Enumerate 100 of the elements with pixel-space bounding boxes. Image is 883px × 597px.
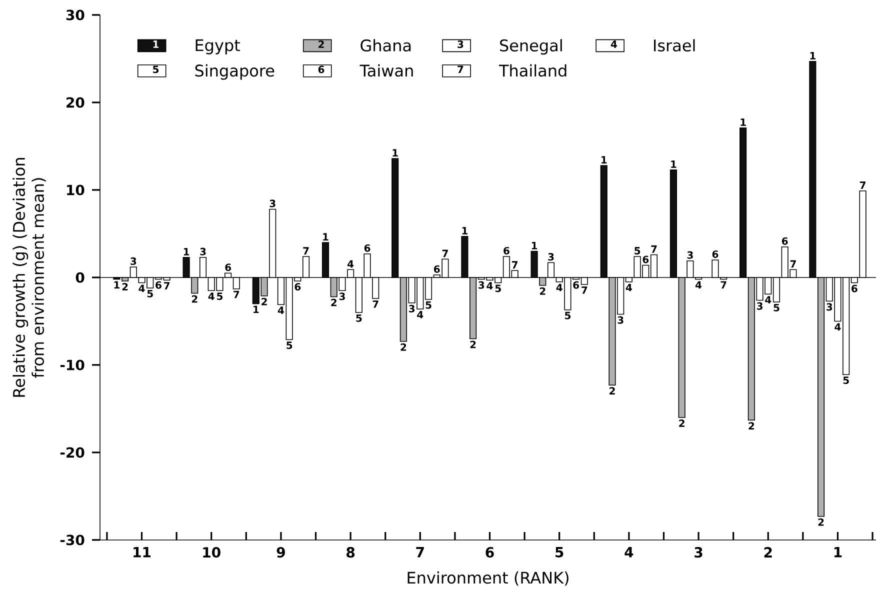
- annotation: 6: [294, 282, 301, 291]
- annotation: 2: [470, 340, 476, 348]
- annotation: 1: [810, 52, 816, 60]
- annotation: 3: [130, 257, 136, 265]
- legend-label: Thailand: [498, 64, 566, 77]
- annotation: 1: [323, 233, 328, 240]
- annotation: 7: [512, 261, 518, 268]
- annotation: 5: [147, 290, 153, 298]
- annotation: 6: [504, 246, 510, 254]
- annotation: 1: [671, 160, 676, 168]
- annotation: 3: [687, 251, 693, 259]
- annotation: 7: [651, 245, 657, 253]
- annotation: 4: [486, 282, 493, 290]
- annotation: 4: [765, 296, 772, 304]
- annotation: 2: [192, 295, 198, 303]
- annotation: 4: [138, 284, 145, 292]
- legend-label: Egypt: [196, 39, 240, 54]
- annotation: 1: [184, 248, 190, 256]
- annotation: 7: [372, 300, 378, 308]
- annotation: 3: [339, 292, 345, 300]
- annotation: 7: [442, 250, 448, 258]
- x-axis-title: Environment (RANK): [408, 571, 568, 586]
- x-tick-label: 5: [556, 547, 564, 558]
- x-tick-label: 1: [834, 547, 842, 558]
- annotation: 3: [826, 303, 832, 311]
- annotation: 5: [217, 292, 223, 300]
- x-tick-label: 2: [764, 547, 772, 558]
- annotation: 4: [695, 281, 702, 289]
- legend-label: Israel: [654, 39, 695, 52]
- text: 5: [153, 66, 159, 74]
- annotation: 5: [843, 376, 849, 384]
- annotation: 4: [417, 310, 424, 318]
- annotation: 4: [834, 323, 841, 331]
- annotation: 1: [740, 118, 746, 126]
- annotation: 4: [556, 284, 562, 292]
- y-tick-label: -20: [60, 447, 84, 458]
- annotation: 6: [712, 250, 718, 258]
- annotation: 6: [364, 244, 370, 252]
- annotation: 6: [156, 281, 162, 289]
- text: 6: [318, 66, 324, 74]
- annotation: 3: [200, 248, 206, 256]
- annotation: 3: [408, 304, 414, 312]
- x-tick-label: 4: [624, 547, 634, 558]
- y-tick-label: 30: [66, 10, 84, 20]
- annotation: 7: [790, 260, 796, 268]
- text: 3: [458, 40, 464, 48]
- annotation: 6: [782, 237, 788, 245]
- y-tick-label: -30: [60, 534, 84, 546]
- annotation: 5: [426, 301, 432, 309]
- y-tick-label: 10: [67, 184, 84, 196]
- annotation: 5: [774, 304, 780, 312]
- x-tick-label: 8: [346, 547, 355, 558]
- annotation: 6: [434, 265, 440, 273]
- annotation: 2: [122, 282, 128, 290]
- y-axis-title: Relative growth (g) (Deviation from environment mean): [12, 158, 46, 397]
- annotation: 2: [748, 422, 754, 430]
- annotation: 2: [400, 343, 406, 351]
- annotation: 4: [208, 292, 214, 300]
- annotation: 2: [540, 287, 546, 295]
- text: 1: [153, 40, 159, 48]
- annotation: 7: [720, 281, 726, 289]
- annotation: 2: [610, 387, 615, 395]
- annotation: 3: [478, 281, 484, 289]
- annotation: 5: [565, 312, 570, 320]
- text: 7: [458, 66, 464, 74]
- annotation: 1: [602, 156, 607, 164]
- annotation: 1: [532, 242, 538, 250]
- x-tick-label: 7: [416, 547, 424, 558]
- text: 4: [610, 40, 617, 48]
- x-tick-label: 6: [486, 547, 494, 558]
- annotation: 3: [756, 302, 762, 310]
- annotation: 3: [618, 316, 624, 324]
- x-tick-label: 11: [134, 547, 151, 558]
- annotation: 7: [303, 247, 309, 254]
- annotation: 2: [331, 298, 336, 306]
- annotation: 7: [582, 286, 588, 294]
- annotation: 7: [164, 282, 170, 290]
- legend-label: Singapore: [195, 64, 274, 80]
- annotation: 7: [860, 182, 866, 189]
- legend-label: Taiwan: [360, 64, 413, 77]
- y-tick-label: 20: [66, 97, 84, 108]
- annotation: 4: [278, 306, 284, 314]
- x-tick-label: 10: [203, 547, 220, 558]
- annotation: 1: [254, 306, 259, 314]
- legend-label: Senegal: [500, 39, 562, 55]
- y-tick-label: 0: [76, 272, 84, 283]
- annotation: 5: [634, 247, 640, 254]
- annotation: 1: [114, 281, 120, 289]
- annotation: 1: [392, 149, 398, 156]
- annotation: 2: [262, 298, 267, 306]
- annotation: 5: [495, 284, 501, 292]
- annotation: 2: [679, 419, 684, 427]
- annotation: 4: [348, 260, 354, 268]
- x-tick-label: 3: [694, 547, 702, 558]
- annotation: 6: [573, 281, 579, 289]
- annotation: 3: [548, 253, 554, 261]
- y-tick-label: -10: [60, 360, 84, 370]
- x-tick-label: 9: [276, 547, 285, 558]
- annotation: 3: [270, 200, 276, 208]
- annotation: 1: [462, 227, 468, 234]
